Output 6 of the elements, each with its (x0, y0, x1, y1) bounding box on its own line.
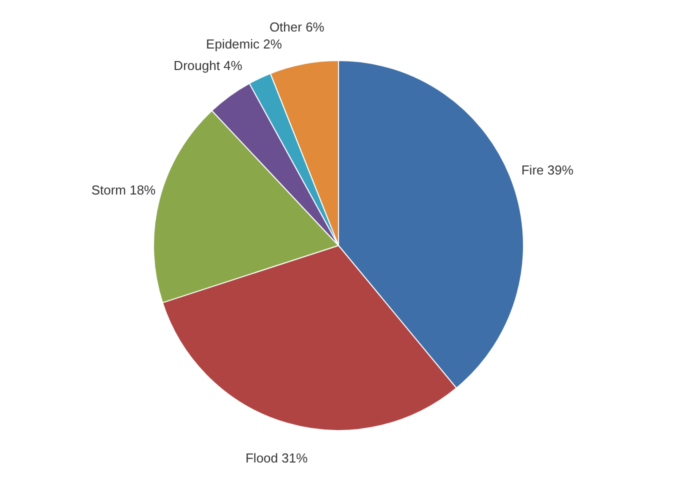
slice-label: Drought 4% (174, 58, 243, 73)
slice-label: Epidemic 2% (206, 36, 282, 52)
slice-label: Fire 39% (521, 162, 574, 178)
slice-label: Other 6% (269, 19, 325, 34)
slice-label: Storm 18% (91, 182, 156, 198)
slice-label: Flood 31% (245, 450, 308, 466)
